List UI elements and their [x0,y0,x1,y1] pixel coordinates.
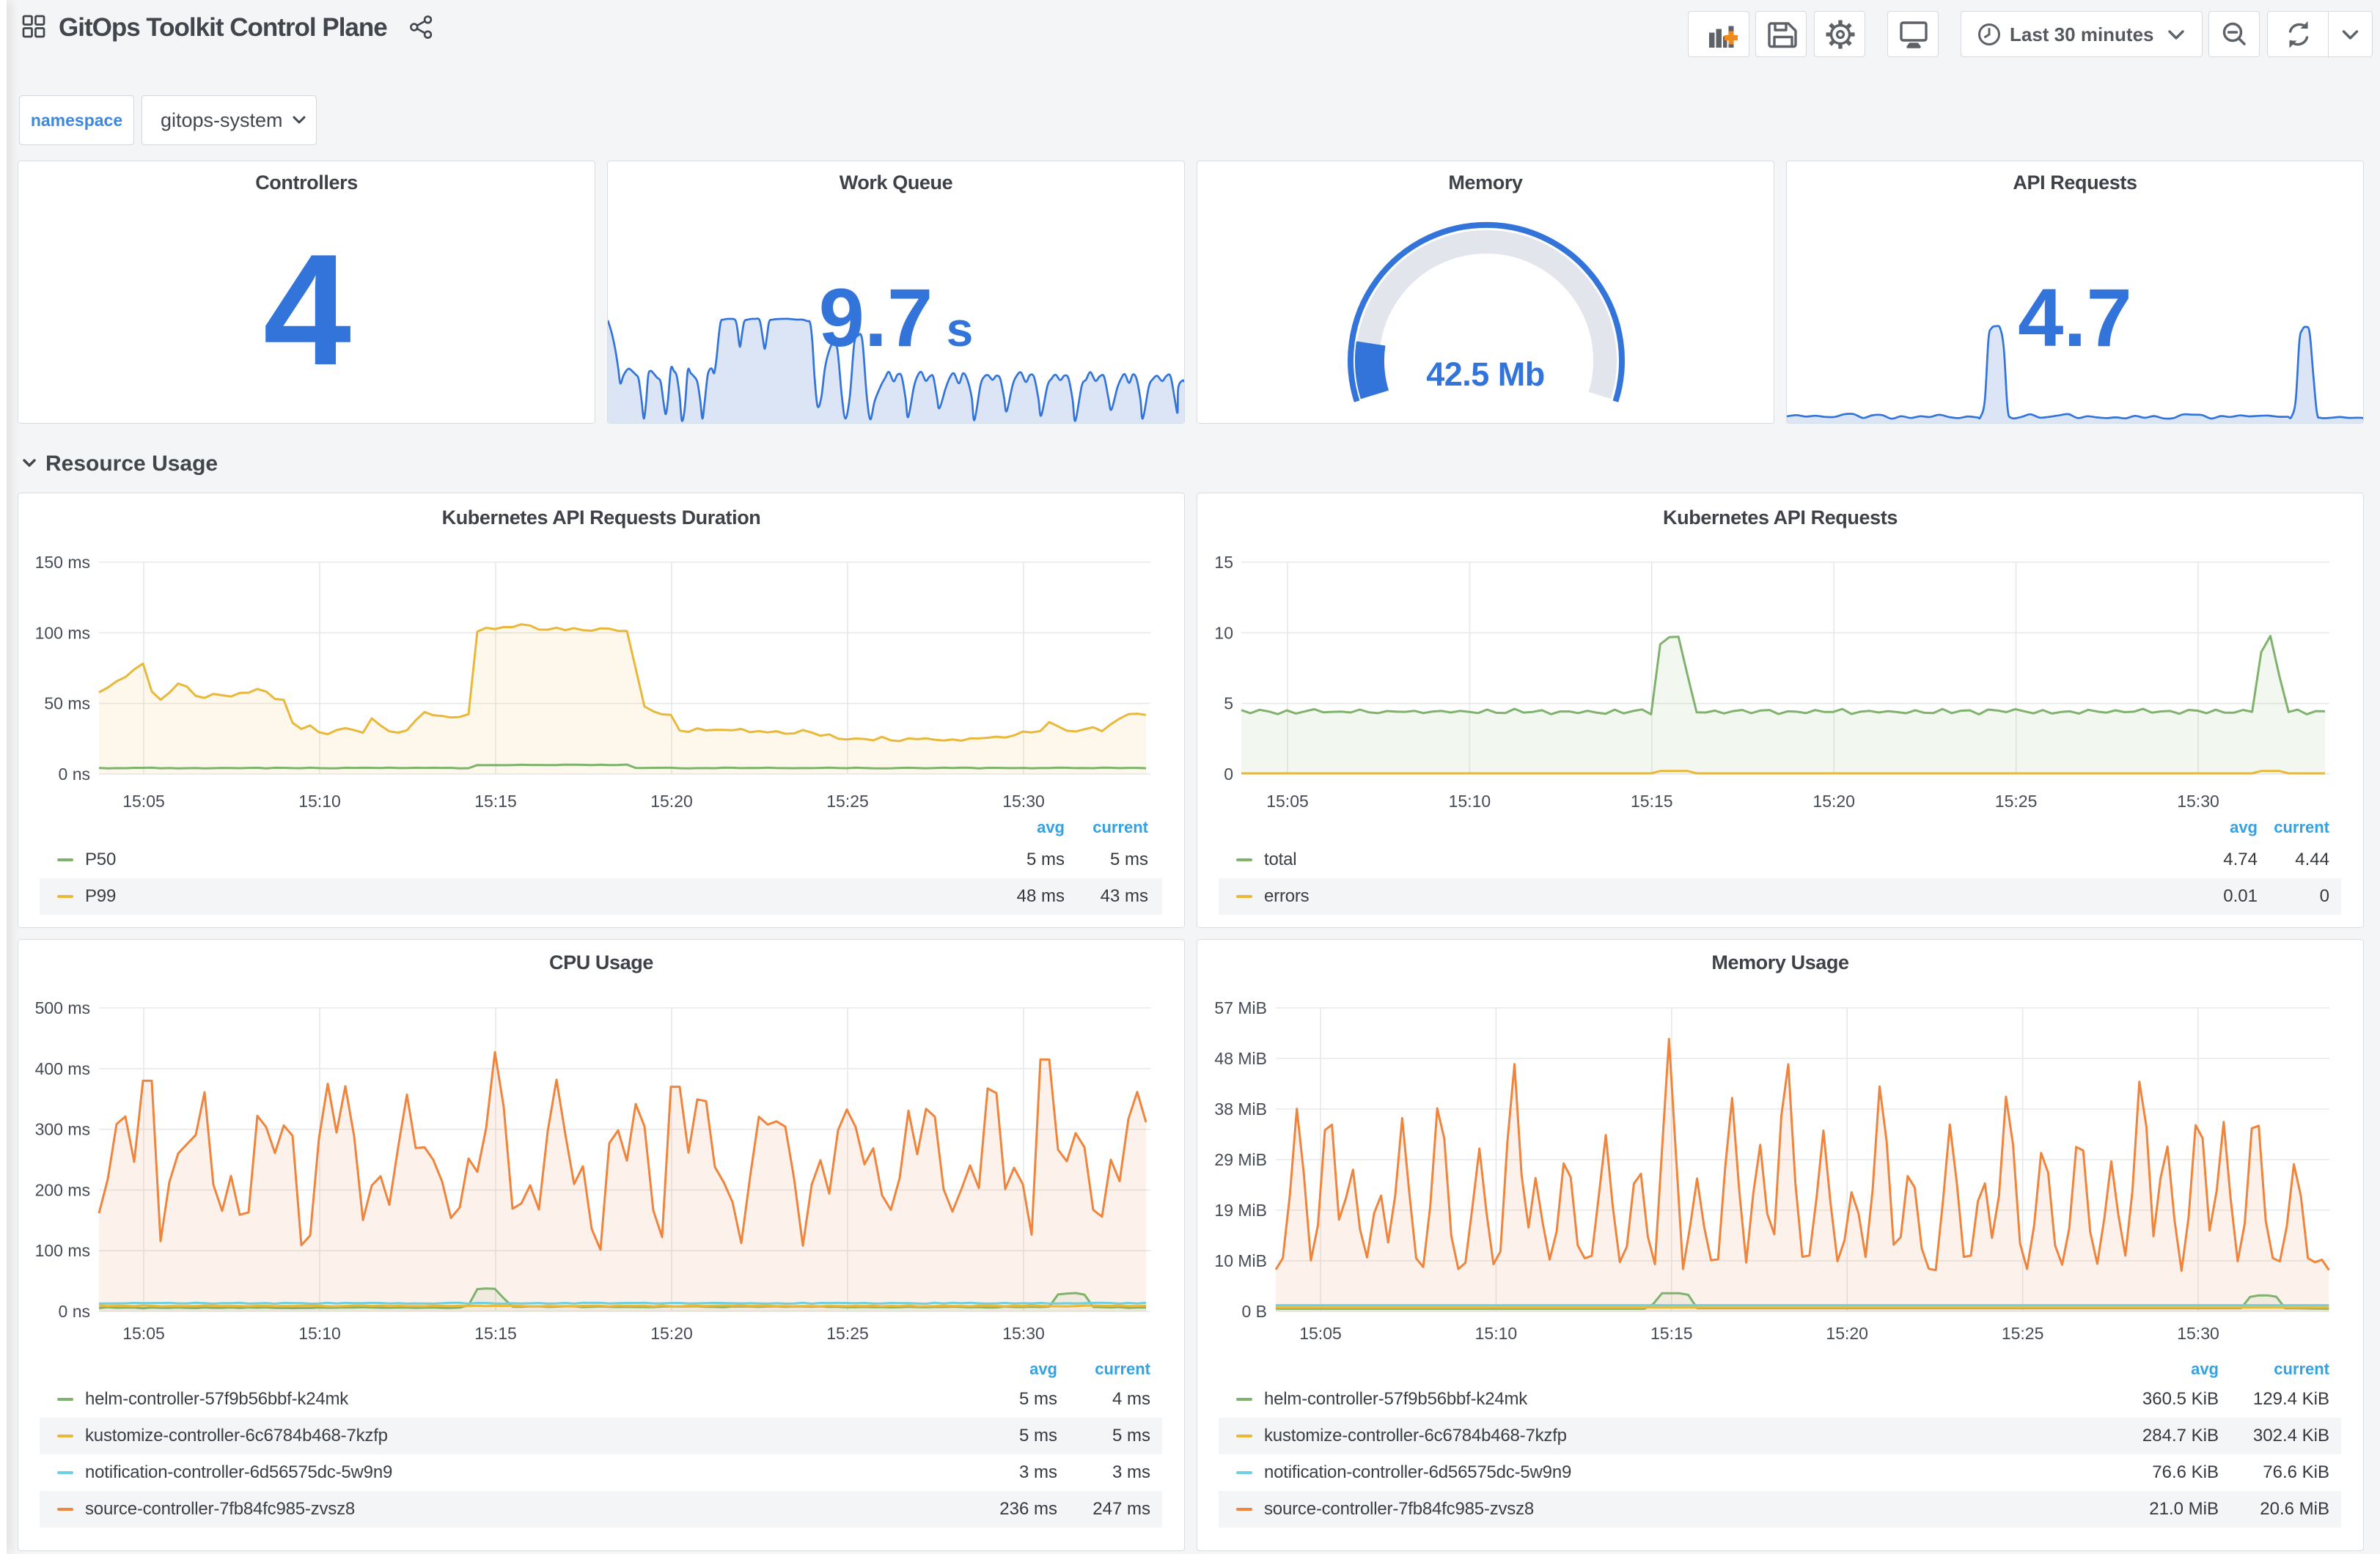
svg-text:15:20: 15:20 [650,1324,693,1343]
svg-text:19 MiB: 19 MiB [1214,1201,1267,1220]
svg-text:200 ms: 200 ms [35,1180,90,1199]
svg-text:100 ms: 100 ms [35,623,90,642]
svg-text:300 ms: 300 ms [35,1120,90,1139]
svg-text:15:15: 15:15 [474,1324,517,1343]
svg-text:15:20: 15:20 [1826,1324,1868,1343]
svg-text:15:10: 15:10 [1449,792,1491,811]
svg-text:15:30: 15:30 [1002,1324,1045,1343]
svg-text:15:10: 15:10 [298,1324,341,1343]
svg-text:48 MiB: 48 MiB [1214,1049,1267,1068]
svg-text:0: 0 [1224,765,1233,784]
svg-text:100 ms: 100 ms [35,1241,90,1260]
svg-text:5: 5 [1224,694,1233,713]
svg-text:50 ms: 50 ms [44,694,90,713]
svg-text:15:15: 15:15 [1650,1324,1693,1343]
svg-text:15:30: 15:30 [2177,1324,2219,1343]
svg-text:15:25: 15:25 [2002,1324,2044,1343]
svg-text:15:05: 15:05 [122,792,165,811]
svg-text:15:30: 15:30 [1002,792,1045,811]
svg-text:15:15: 15:15 [474,792,517,811]
svg-text:15:25: 15:25 [826,792,869,811]
svg-text:15: 15 [1214,553,1233,572]
svg-text:400 ms: 400 ms [35,1059,90,1078]
svg-text:10 MiB: 10 MiB [1214,1251,1267,1270]
svg-text:10: 10 [1214,623,1233,642]
svg-text:15:10: 15:10 [298,792,341,811]
svg-text:500 ms: 500 ms [35,998,90,1017]
svg-text:0 ns: 0 ns [59,1302,90,1321]
svg-text:15:05: 15:05 [1266,792,1309,811]
svg-text:38 MiB: 38 MiB [1214,1100,1267,1119]
svg-text:150 ms: 150 ms [35,553,90,572]
svg-text:15:25: 15:25 [1995,792,2038,811]
svg-text:15:30: 15:30 [2177,792,2219,811]
svg-text:15:25: 15:25 [826,1324,869,1343]
svg-text:57 MiB: 57 MiB [1214,998,1267,1017]
svg-text:15:10: 15:10 [1475,1324,1518,1343]
svg-text:0 B: 0 B [1241,1302,1267,1321]
svg-text:15:20: 15:20 [1812,792,1855,811]
svg-text:15:05: 15:05 [1299,1324,1342,1343]
svg-text:29 MiB: 29 MiB [1214,1150,1267,1169]
svg-text:0 ns: 0 ns [59,765,90,784]
svg-text:15:05: 15:05 [122,1324,165,1343]
svg-text:15:15: 15:15 [1631,792,1673,811]
svg-text:15:20: 15:20 [650,792,693,811]
